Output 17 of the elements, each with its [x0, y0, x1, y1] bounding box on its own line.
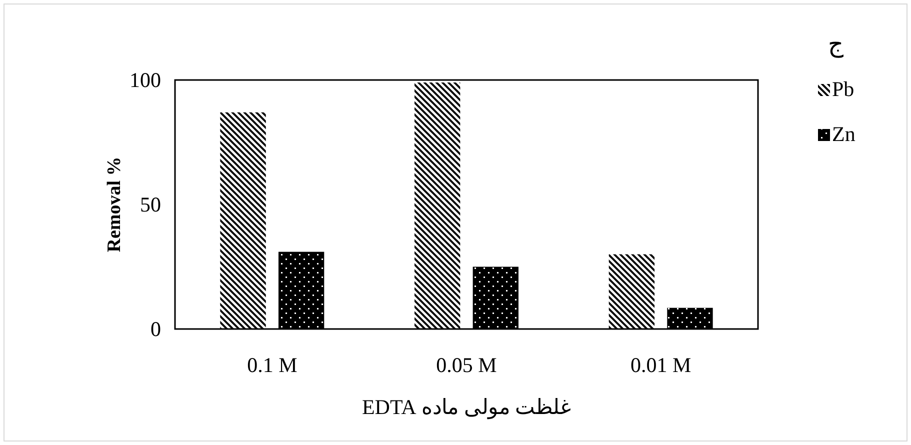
bar — [220, 112, 266, 329]
y-tick-label: 100 — [130, 68, 161, 92]
y-axis-title: Removal % — [104, 156, 125, 252]
y-tick-label: 0 — [150, 317, 161, 341]
x-tick-label: 0.05 M — [436, 353, 498, 377]
bar — [472, 266, 518, 329]
bar — [414, 82, 460, 329]
bar — [667, 308, 713, 329]
bar — [278, 252, 324, 329]
x-tick-label: 0.01 M — [630, 353, 692, 377]
legend-label: Pb — [832, 77, 854, 101]
legend-title: ج — [828, 32, 844, 58]
legend-label: Zn — [832, 122, 856, 146]
x-tick-label: 0.1 M — [247, 353, 298, 377]
x-axis-title: غلظت مولی ماده EDTA — [362, 395, 572, 420]
y-tick-label: 50 — [140, 192, 161, 216]
bar — [608, 254, 655, 329]
